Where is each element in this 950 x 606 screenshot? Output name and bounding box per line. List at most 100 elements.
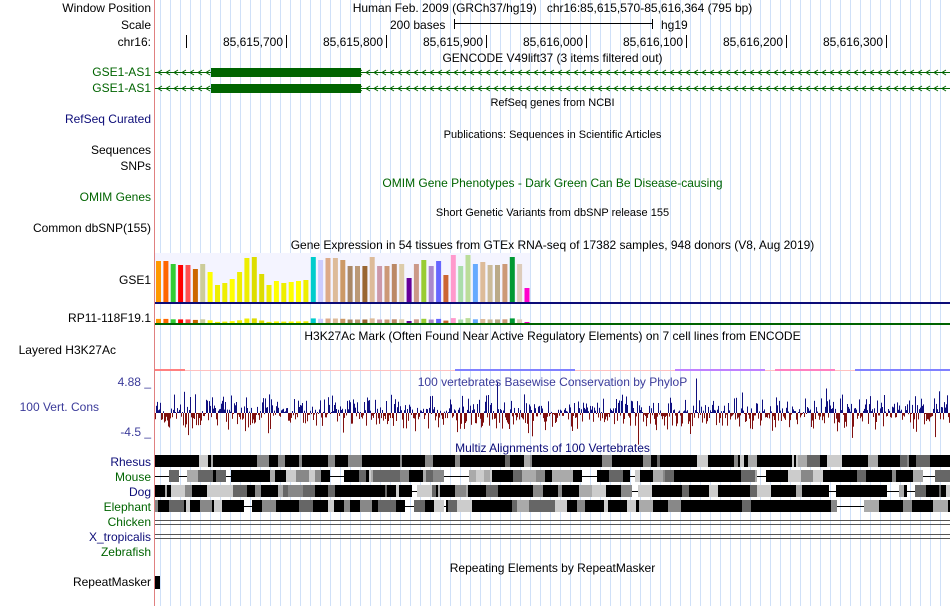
phylop-positive-bar — [210, 405, 211, 413]
phylop-negative-bar — [727, 413, 728, 426]
phylop-positive-bar — [893, 407, 894, 413]
alignment-block — [530, 455, 532, 467]
strand-arrow — [701, 69, 707, 76]
phylop-negative-bar — [672, 413, 673, 426]
phylop-negative-bar — [352, 413, 353, 424]
phylop-negative-bar — [602, 413, 603, 419]
alignment-block — [423, 470, 426, 482]
phylop-negative-bar — [875, 413, 876, 430]
strand-arrow — [629, 69, 635, 76]
phylop-negative-bar — [690, 413, 691, 434]
phylop-positive-bar — [565, 408, 566, 413]
publications-snps-label[interactable]: SNPs — [120, 159, 151, 173]
phylop-negative-bar — [647, 413, 648, 418]
repeatmasker-label[interactable]: RepeatMasker — [72, 575, 151, 589]
phylop-negative-bar — [773, 413, 774, 417]
phylop-positive-bar — [631, 400, 632, 413]
gtex-gene-label-gse1[interactable]: GSE1 — [118, 273, 151, 287]
phylop-positive-bar — [794, 411, 795, 413]
alignment-block — [675, 455, 687, 467]
gtex-tissue-bar — [347, 266, 353, 302]
alignment-block — [252, 500, 262, 512]
refseq-curated-label[interactable]: RefSeq Curated — [64, 112, 151, 126]
phylop-positive-bar — [889, 410, 890, 413]
alignment-block — [879, 500, 884, 512]
phylop-negative-bar — [346, 413, 347, 416]
gtex-tissue-bar — [524, 288, 530, 302]
publications-sequences-label[interactable]: Sequences — [90, 143, 151, 157]
phylop-negative-bar — [873, 413, 874, 417]
dbsnp-label[interactable]: Common dbSNP(155) — [32, 221, 151, 235]
gtex-tissue-bar — [465, 255, 471, 302]
strand-arrow — [877, 69, 883, 76]
phylop-negative-bar — [242, 413, 243, 420]
phylop-negative-bar — [680, 413, 681, 416]
phylop-negative-bar — [248, 413, 249, 428]
phylop-positive-bar — [329, 404, 330, 413]
alignment-block — [468, 485, 479, 497]
multiz-species-elephant[interactable]: Elephant — [103, 500, 151, 514]
strand-arrow — [605, 85, 611, 92]
phylop-negative-bar — [667, 413, 668, 430]
phylop-negative-bar — [252, 413, 253, 424]
strand-arrow — [597, 69, 603, 76]
gtex-tissue-bar — [332, 258, 338, 302]
phylop-negative-bar — [753, 413, 754, 421]
gtex-tissue-bar — [406, 278, 412, 302]
phylop-negative-bar — [698, 413, 699, 419]
alignment-block — [490, 470, 492, 482]
alignment-block — [734, 455, 738, 467]
gtex-tissue-bar-small — [495, 319, 500, 323]
multiz-species-rhesus[interactable]: Rhesus — [110, 455, 151, 469]
phylop-positive-bar — [808, 408, 809, 413]
gtex-tissue-bar — [222, 283, 228, 302]
gtex-tissue-bar — [237, 272, 243, 302]
phylop-positive-bar — [922, 405, 923, 413]
gtex-tissue-bar-small — [377, 319, 383, 323]
gtex-gene-label-rp11[interactable]: RP11-118F19.1 — [68, 311, 151, 325]
strand-arrow — [533, 69, 539, 76]
gencode-item-label-2[interactable]: GSE1-AS1 — [92, 81, 151, 95]
phylop-negative-bar — [911, 413, 912, 414]
browser-track-image[interactable]: Human Feb. 2009 (GRCh37/hg19) chr16:85,6… — [155, 0, 950, 606]
alignment-block — [711, 470, 720, 482]
phylop-positive-bar — [814, 400, 815, 413]
alignment-block — [328, 500, 334, 512]
multiz-species-x-tropicalis[interactable]: X_tropicalis — [88, 530, 151, 544]
phylop-positive-bar — [579, 408, 580, 413]
phylop-positive-bar — [312, 406, 313, 413]
phylop-negative-bar — [408, 413, 409, 421]
alignment-block — [682, 485, 689, 497]
alignment-block — [788, 485, 796, 497]
multiz-species-chicken[interactable]: Chicken — [107, 515, 151, 529]
alignment-block — [485, 500, 496, 512]
omim-genes-label[interactable]: OMIM Genes — [79, 190, 151, 204]
phylop-negative-bar — [593, 413, 594, 422]
phylop-negative-bar — [192, 413, 193, 429]
phylop-negative-bar — [650, 413, 651, 424]
phylop-negative-bar — [857, 413, 858, 419]
phylop-negative-bar — [233, 413, 234, 414]
phylop-positive-bar — [504, 402, 505, 413]
strand-arrow — [525, 69, 531, 76]
gencode-item-label-1[interactable]: GSE1-AS1 — [92, 65, 151, 79]
strand-arrow — [189, 85, 195, 92]
phylop-negative-bar — [862, 413, 863, 422]
phylop-negative-bar — [494, 413, 495, 419]
phylop-negative-bar — [237, 413, 238, 425]
phylop-negative-bar — [629, 413, 630, 418]
phylop-positive-bar — [433, 409, 434, 413]
phylop-negative-bar — [457, 413, 458, 433]
phylop-positive-bar — [610, 408, 611, 413]
position-header: Human Feb. 2009 (GRCh37/hg19) chr16:85,6… — [155, 1, 950, 15]
gtex-tissue-bar-small — [200, 319, 206, 324]
multiz-species-dog[interactable]: Dog — [128, 485, 151, 499]
gtex-gene-line-rp11 — [155, 323, 950, 325]
alignment-block — [207, 485, 218, 497]
h3k27ac-label[interactable]: Layered H3K27Ac — [18, 343, 116, 357]
phylop-positive-bar — [377, 408, 378, 413]
multiz-species-zebrafish[interactable]: Zebrafish — [100, 545, 151, 559]
phylop-label[interactable]: 100 Vert. Cons — [19, 400, 99, 414]
phylop-positive-bar — [221, 403, 222, 413]
multiz-species-mouse[interactable]: Mouse — [114, 470, 151, 484]
